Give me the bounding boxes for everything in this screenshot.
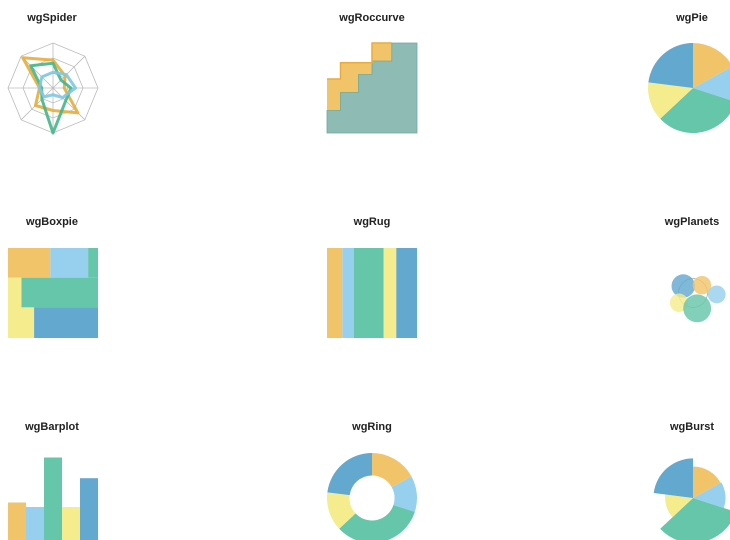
boxpie-cell-6 [34, 307, 98, 338]
spider-axis [52, 55, 86, 89]
wgring-slice-3 [326, 492, 356, 529]
wgrug-title: wgRug [353, 216, 391, 228]
spider-series-1 [29, 61, 73, 135]
planets-circle-4 [683, 294, 712, 323]
wgpie-panel: wgPie [648, 12, 730, 133]
wgbarplot-title: wgBarplot [24, 421, 79, 433]
wgroccurve-panel: wgRoccurve [326, 12, 418, 134]
wgburst-slice-4 [653, 458, 693, 498]
boxpie-cell-2 [88, 248, 98, 278]
spider-axis [52, 87, 86, 121]
barplot-bar-1 [26, 507, 44, 540]
wgpie-slice-1 [693, 67, 730, 101]
wgpie-slice-2 [660, 88, 730, 133]
wgboxpie-panel: wgBoxpie [8, 216, 98, 338]
wgring-panel: wgRing [326, 421, 418, 540]
spider-series-2 [38, 70, 77, 100]
planets-circle-1 [692, 275, 712, 295]
wgring-slice-1 [391, 476, 418, 512]
wgring-slice-0 [372, 453, 412, 488]
wgroccurve-title: wgRoccurve [338, 12, 404, 24]
wgburst-panel: wgBurst [653, 421, 730, 540]
barplot-bar-4 [80, 478, 98, 540]
boxpie-cell-0 [8, 248, 51, 278]
wgburst-slice-1 [693, 482, 726, 509]
rug-band-3 [383, 248, 397, 338]
wgpie-title: wgPie [675, 12, 708, 24]
barplot-bar-2 [44, 457, 62, 540]
boxpie-cell-5 [21, 307, 35, 338]
wgburst-slice-3 [665, 494, 693, 518]
wgbarplot-panel: wgBarplot [8, 421, 98, 540]
boxpie-cell-3 [8, 277, 22, 338]
barplot-bar-3 [62, 507, 80, 540]
wgpie-slice-3 [648, 82, 693, 119]
wgpie-slice-4 [648, 43, 693, 88]
rug-band-2 [354, 248, 384, 338]
wgring-title: wgRing [351, 421, 392, 433]
wgplanets-title: wgPlanets [664, 216, 719, 228]
wgpie-slice-0 [693, 43, 730, 88]
wgspider-panel: wgSpider [7, 12, 99, 135]
wgring-slice-2 [339, 504, 415, 540]
wgburst-title: wgBurst [669, 421, 714, 433]
spider-series-0 [21, 56, 80, 115]
wgboxpie-title: wgBoxpie [25, 216, 78, 228]
wgring-slice-4 [327, 453, 372, 496]
boxpie-cell-1 [50, 248, 89, 278]
wgrug-panel: wgRug [327, 216, 417, 338]
boxpie-cell-4 [21, 277, 98, 308]
wgburst-slice-0 [693, 466, 721, 498]
planets-circle-2 [707, 285, 726, 304]
rug-band-4 [396, 248, 417, 338]
wgplanets-panel: wgPlanets [664, 216, 726, 323]
planets-circle-0 [671, 274, 695, 298]
rug-band-1 [342, 248, 354, 338]
roc-upper-curve [327, 42, 392, 80]
wgburst-slice-2 [660, 498, 730, 540]
barplot-bar-0 [8, 502, 26, 540]
rug-band-0 [327, 248, 343, 338]
wgspider-title: wgSpider [26, 12, 77, 24]
